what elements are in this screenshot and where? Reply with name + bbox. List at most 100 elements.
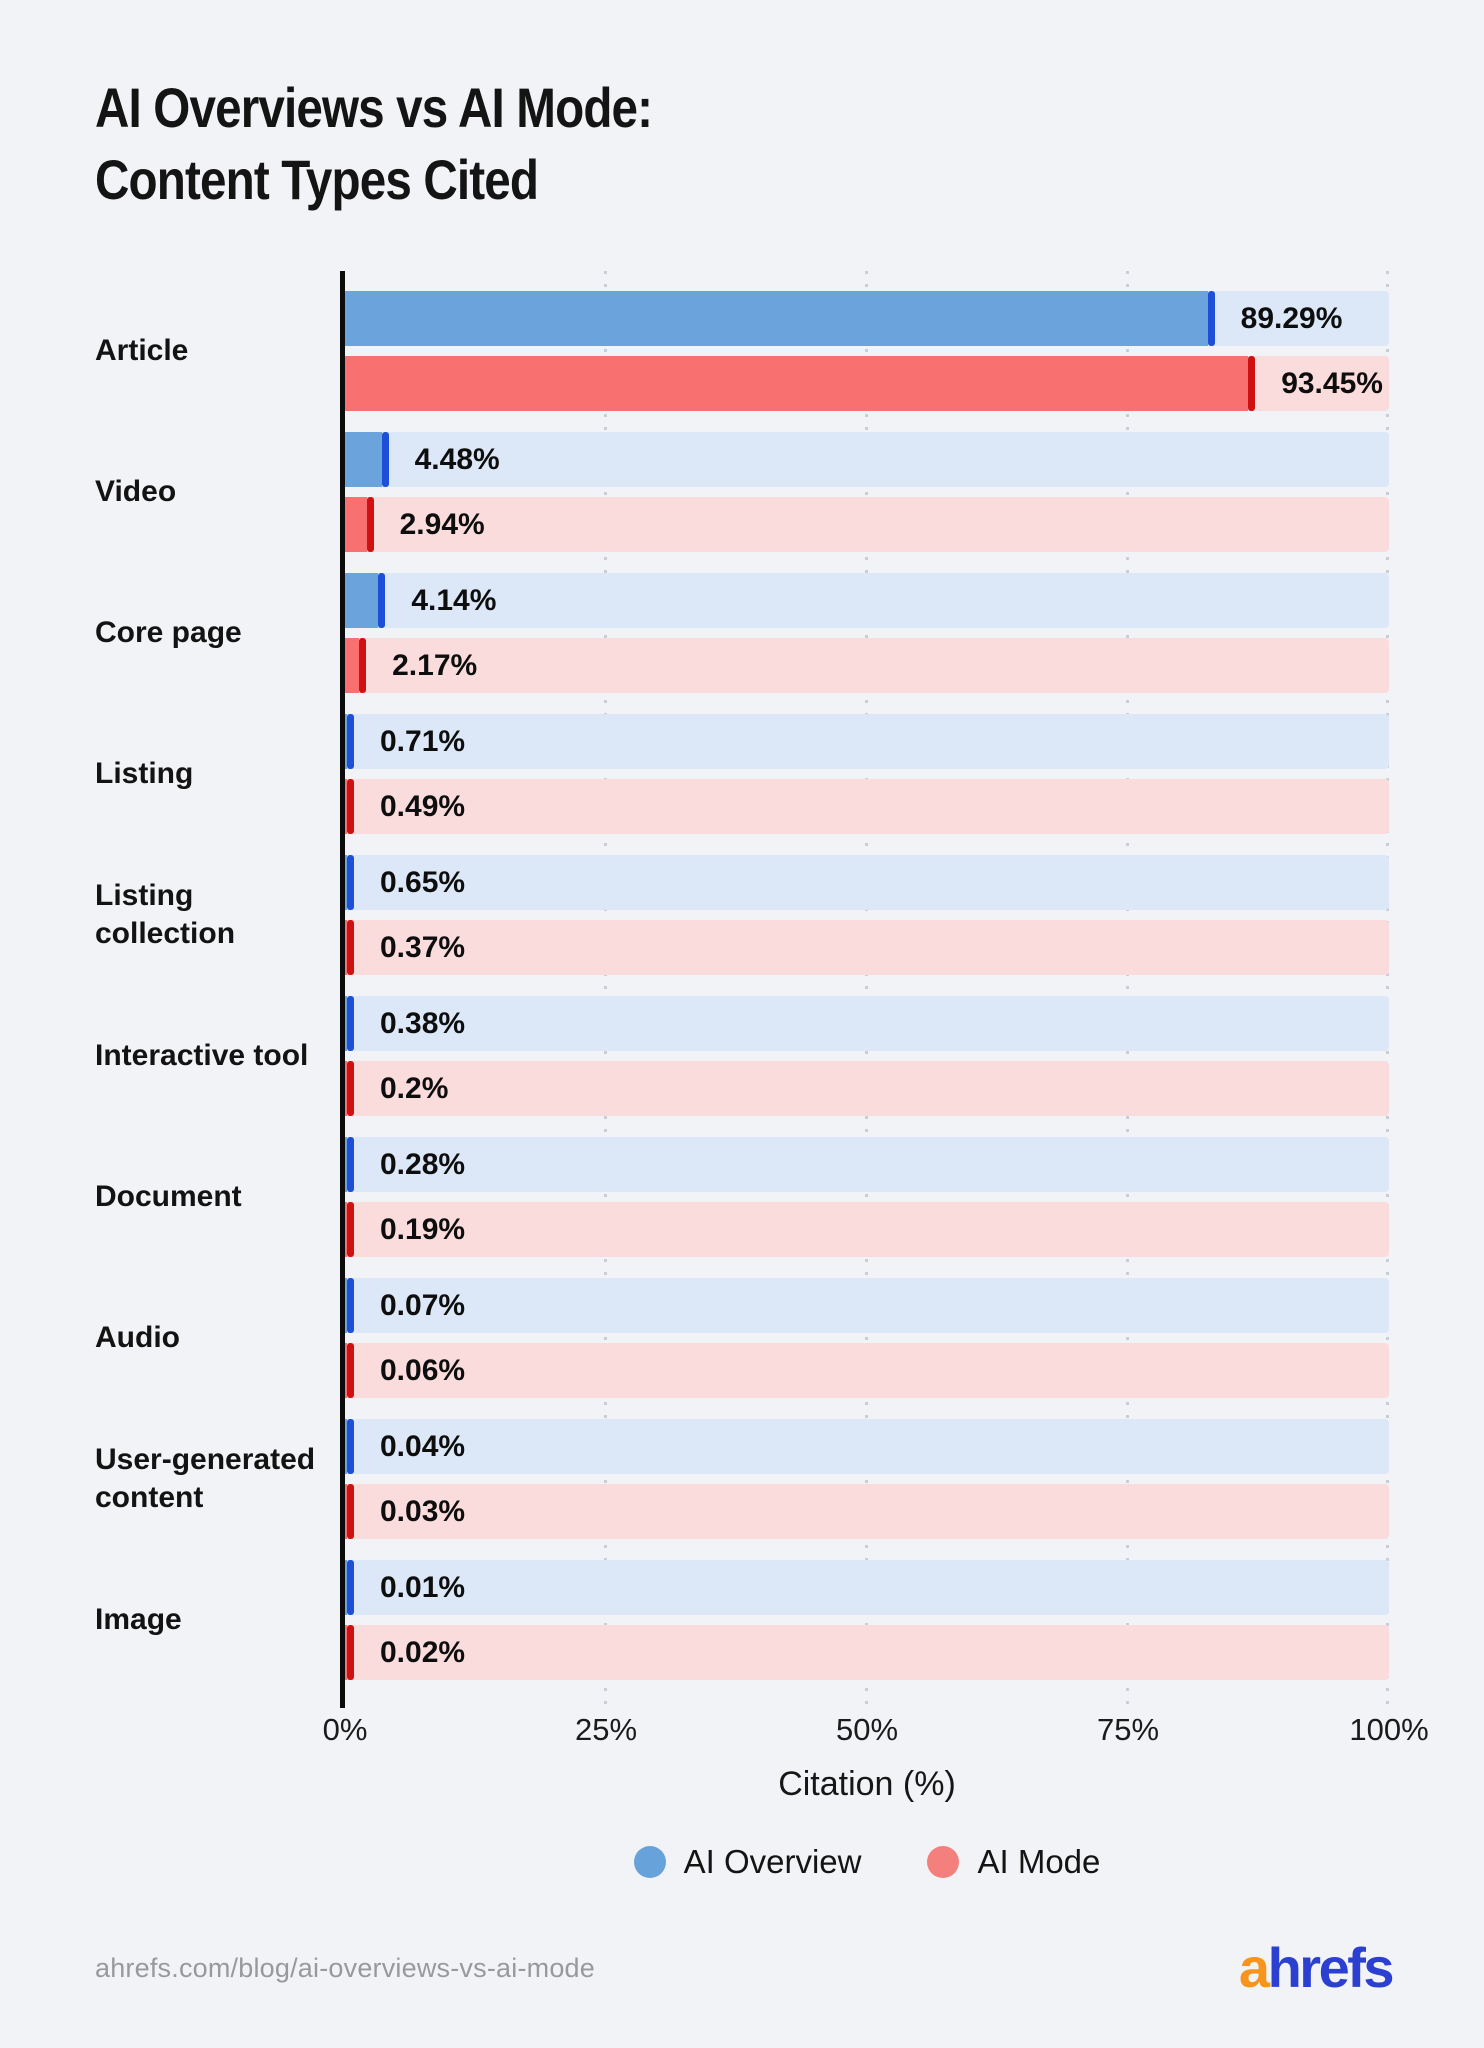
bar-endcap-ai-overview — [347, 1560, 354, 1615]
bar-endcap-ai-overview — [347, 855, 354, 910]
bar-fill-ai-mode — [345, 1202, 347, 1257]
footer: ahrefs.com/blog/ai-overviews-vs-ai-mode … — [95, 1928, 1395, 2008]
bar-fill-ai-overview — [345, 1137, 347, 1192]
bar-value-label: 0.38% — [380, 1006, 466, 1040]
bar-ai-mode — [345, 497, 374, 552]
bar-ai-mode — [345, 638, 367, 693]
category-label: Core page — [95, 616, 242, 649]
bar-endcap-ai-overview — [347, 714, 354, 769]
category-label: Image — [95, 1603, 182, 1636]
category-row: Interactive tool 0.38% 0.2% — [95, 996, 1389, 1116]
bar-pair: 0.38% 0.2% — [345, 996, 1389, 1116]
bar-ai-overview — [345, 1560, 354, 1615]
gridline-75 — [1126, 271, 1129, 1708]
bar-track-ai-overview: 0.01% — [345, 1560, 1389, 1615]
bar-endcap-ai-overview — [347, 1278, 354, 1333]
bar-value-label: 89.29% — [1240, 301, 1343, 335]
bar-pair: 0.28% 0.19% — [345, 1137, 1389, 1257]
bar-endcap-ai-overview — [381, 432, 389, 487]
bar-endcap-ai-mode — [366, 497, 374, 552]
bar-ai-overview — [345, 1137, 354, 1192]
bar-value-label: 0.06% — [380, 1353, 466, 1387]
bar-track-ai-mode: 0.2% — [345, 1061, 1389, 1116]
bar-pair: 89.29% 93.45% — [345, 291, 1389, 411]
bar-value-label: 0.37% — [380, 930, 466, 964]
grid-layer — [340, 271, 1389, 1708]
bar-ai-overview — [345, 1419, 354, 1474]
title-line-1: AI Overviews vs AI Mode: — [95, 76, 653, 139]
logo-letter-a: a — [1238, 1936, 1270, 1999]
bar-fill-ai-overview — [345, 996, 347, 1051]
gridline-100 — [1386, 271, 1389, 1708]
category-row: Image 0.01% 0.02% — [95, 1560, 1389, 1680]
bar-fill-ai-mode — [345, 1061, 347, 1116]
bar-track-ai-mode: 2.17% — [345, 638, 1389, 693]
legend-dot-ai-mode — [927, 1846, 960, 1878]
bar-endcap-ai-mode — [347, 1061, 354, 1116]
ahrefs-logo: ahrefs — [1239, 1940, 1395, 1996]
bar-track-ai-mode: 0.06% — [345, 1343, 1389, 1398]
bar-fill-ai-mode — [345, 1343, 347, 1398]
bar-endcap-ai-overview — [378, 573, 386, 628]
bar-fill-ai-overview — [345, 573, 379, 628]
source-url: ahrefs.com/blog/ai-overviews-vs-ai-mode — [95, 1952, 595, 1983]
category-label: Interactive tool — [95, 1039, 309, 1072]
category-row: Document 0.28% 0.19% — [95, 1137, 1389, 1257]
bar-value-label: 2.17% — [392, 648, 478, 682]
bar-value-label: 0.03% — [380, 1494, 466, 1528]
legend-label-ai-mode: AI Mode — [977, 1843, 1101, 1880]
bar-fill-ai-mode — [345, 1484, 347, 1539]
legend-dot-ai-overview — [633, 1846, 666, 1878]
category-label: Video — [95, 475, 177, 508]
bar-ai-mode — [345, 1343, 354, 1398]
bar-fill-ai-overview — [345, 1419, 347, 1474]
x-axis-title: Citation (%) — [778, 1765, 956, 1803]
bar-fill-ai-mode — [345, 638, 360, 693]
bar-ai-overview — [345, 855, 354, 910]
y-axis-line — [340, 271, 345, 1708]
bar-ai-overview — [345, 291, 1215, 346]
legend-item-ai-mode: AI Mode — [927, 1843, 1100, 1881]
bar-value-label: 0.49% — [380, 789, 466, 823]
bar-pair: 0.04% 0.03% — [345, 1419, 1389, 1539]
category-row: Listing 0.71% 0.49% — [95, 714, 1389, 834]
bar-ai-mode — [345, 1484, 354, 1539]
bar-ai-mode — [345, 920, 354, 975]
bar-endcap-ai-overview — [1207, 291, 1215, 346]
bar-pair: 4.14% 2.17% — [345, 573, 1389, 693]
chart-header: AI Overviews vs AI Mode: Content Types C… — [0, 0, 1484, 216]
category-row: Audio 0.07% 0.06% — [95, 1278, 1389, 1398]
x-tick-25: 25% — [574, 1712, 638, 1747]
bar-track-ai-overview: 0.38% — [345, 996, 1389, 1051]
bar-value-label: 0.04% — [380, 1429, 466, 1463]
bar-pair: 4.48% 2.94% — [345, 432, 1389, 552]
bar-value-label: 0.2% — [380, 1071, 449, 1105]
bar-endcap-ai-mode — [347, 920, 354, 975]
bar-pair: 0.71% 0.49% — [345, 714, 1389, 834]
bar-endcap-ai-mode — [359, 638, 367, 693]
bar-value-label: 0.28% — [380, 1147, 466, 1181]
bar-endcap-ai-mode — [347, 1625, 354, 1680]
bar-fill-ai-overview — [345, 1560, 347, 1615]
bar-endcap-ai-mode — [347, 1202, 354, 1257]
bar-fill-ai-mode — [345, 1625, 347, 1680]
bar-endcap-ai-overview — [347, 1137, 354, 1192]
x-tick-50: 50% — [835, 1712, 899, 1747]
category-label: Document — [95, 1180, 242, 1213]
bar-ai-mode — [345, 1202, 354, 1257]
bar-endcap-ai-mode — [347, 1484, 354, 1539]
logo-letters-hrefs: hrefs — [1267, 1936, 1395, 1999]
bar-track-ai-mode: 0.03% — [345, 1484, 1389, 1539]
bar-track-ai-overview: 0.71% — [345, 714, 1389, 769]
bar-track-ai-overview: 89.29% — [345, 291, 1389, 346]
bar-track-ai-mode: 2.94% — [345, 497, 1389, 552]
legend-item-ai-overview: AI Overview — [633, 1843, 861, 1881]
bar-track-ai-mode: 0.49% — [345, 779, 1389, 834]
bar-ai-overview — [345, 432, 389, 487]
bar-ai-overview — [345, 573, 386, 628]
bar-ai-mode — [345, 779, 354, 834]
bar-fill-ai-mode — [345, 356, 1249, 411]
bar-pair: 0.65% 0.37% — [345, 855, 1389, 975]
bar-fill-ai-overview — [345, 432, 382, 487]
bar-fill-ai-mode — [345, 779, 347, 834]
